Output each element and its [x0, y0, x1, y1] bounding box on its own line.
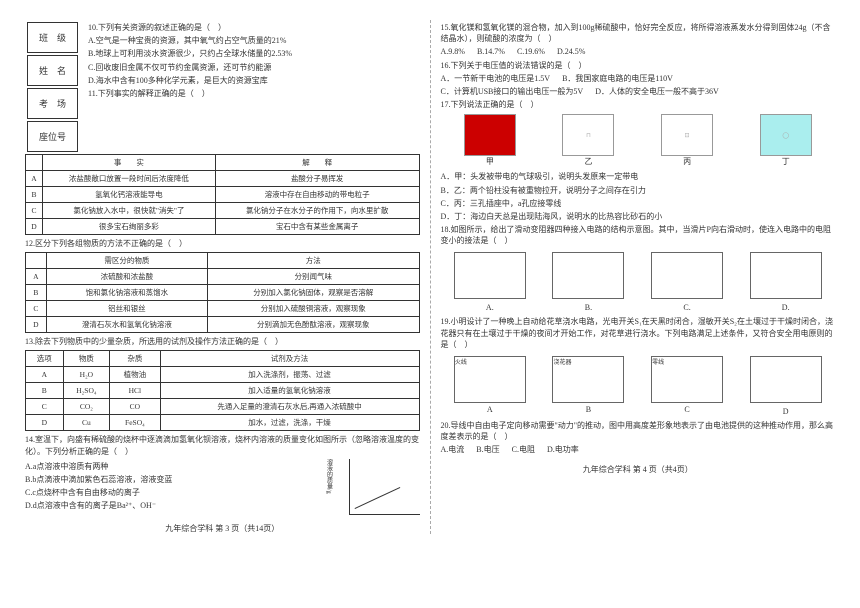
q10-b: B.地球上可利用淡水资源很少，只约占全球水储量的2.53%	[25, 48, 420, 59]
circuit-a: 火线	[454, 356, 526, 403]
q16-stem: 16.下列关于电压值的说法错误的是（ ）	[441, 60, 836, 71]
q10-c: C.回收废旧金属不仅可节约金属资源，还可节约能源	[25, 62, 420, 73]
student-info: 班 级 姓 名 考 场 座位号	[25, 20, 80, 154]
q10-d: D.海水中含有100多种化学元素，是巨大的资源宝库	[25, 75, 420, 86]
rheostat-b	[552, 252, 624, 299]
circuit-c: 零线	[651, 356, 723, 403]
q19-circuits: 火线A 浇花器B 零线C D	[441, 354, 836, 416]
socket-icon: ⊡	[661, 114, 713, 156]
q15-stem: 15.氧化镁和氢氧化镁的混合物，加入到100g稀硫酸中，恰好完全反应，将所得溶液…	[441, 22, 836, 44]
q10-stem: 10.下列有关资源的叙述正确的是（ ）	[25, 22, 420, 33]
rheostat-d	[750, 252, 822, 299]
q17-images: 甲 ⊓乙 ⊡丙 ◯丁	[441, 114, 836, 167]
q13-table: 选项物质杂质试剂及方法 AH₂O植物油加入洗涤剂，振荡、过滤 BH₂SO₄HCl…	[25, 350, 420, 431]
right-footer: 九年综合学科 第 4 页（共4页）	[441, 464, 836, 475]
circuit-d	[750, 356, 822, 403]
left-footer: 九年综合学科 第 3 页（共14页）	[25, 523, 420, 534]
q11-th2: 解 释	[215, 155, 419, 171]
seat-cell: 座位号	[27, 121, 78, 152]
q14-chart: 0 Ba(OH)₂溶液质量/g溶液的质量/g	[349, 459, 420, 515]
rheostat-a	[454, 252, 526, 299]
name-cell: 姓 名	[27, 55, 78, 86]
balloon-icon	[464, 114, 516, 156]
q11-stem: 11.下列事实的解释正确的是（ ）	[25, 88, 420, 99]
q12-stem: 12.区分下列各组物质的方法不正确的是（ ）	[25, 238, 420, 249]
q18-circuits: A. B. C. D.	[441, 250, 836, 312]
q11-th1: 事 实	[42, 155, 215, 171]
q20-stem: 20.导线中自由电子定向移动需要"动力"的推动，图中用高度差形象地表示了由电池提…	[441, 420, 836, 442]
q18-stem: 18.如图所示，给出了滑动变阻器四种接入电路的结构示意图。其中，当滑片P向右滑动…	[441, 224, 836, 246]
rheostat-c	[651, 252, 723, 299]
seabreeze-icon: ◯	[760, 114, 812, 156]
circuit-b: 浇花器	[552, 356, 624, 403]
class-cell: 班 级	[27, 22, 78, 53]
q10-a: A.空气是一种宝贵的资源，其中氧气约占空气质量的21%	[25, 35, 420, 46]
q19-stem: 19.小明设计了一种晚上自动给花草浇水电路，光电开关S₁在天黑时闭合，湿敏开关S…	[441, 316, 836, 350]
q12-table: 需区分的物质方法 A浓硫酸和浓盐酸分别闻气味 B饱和氯化钠溶液和蒸馏水分别加入氯…	[25, 252, 420, 333]
q11-table: 事 实解 释 A浓盐酸敞口放置一段时间后浓度降低盐酸分子易挥发 B氢氧化钙溶液能…	[25, 154, 420, 235]
lead-icon: ⊓	[562, 114, 614, 156]
room-cell: 考 场	[27, 88, 78, 119]
q17-stem: 17.下列说法正确的是（ ）	[441, 99, 836, 110]
q14-stem: 14.室温下，向盛有稀硫酸的烧杯中逐滴滴加氢氧化钡溶液，烧杯内溶液的质量变化如图…	[25, 434, 420, 456]
q13-stem: 13.除去下列物质中的少量杂质，所选用的试剂及操作方法正确的是（ ）	[25, 336, 420, 347]
